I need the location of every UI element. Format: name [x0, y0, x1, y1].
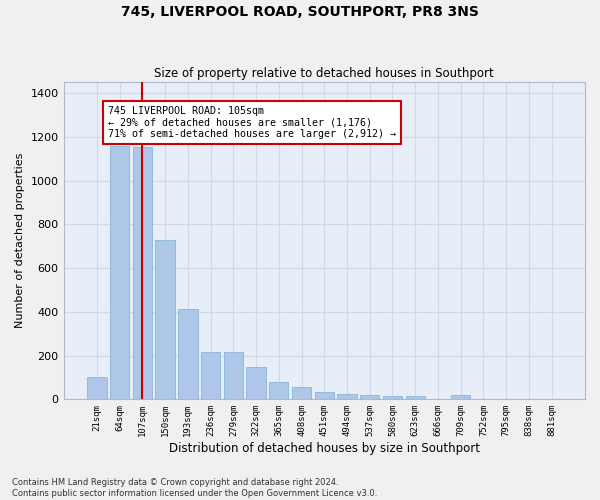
Bar	[110, 146, 130, 400]
Bar	[155, 240, 175, 400]
Bar	[383, 396, 402, 400]
Bar	[360, 395, 379, 400]
Bar	[406, 396, 425, 400]
Bar	[133, 146, 152, 400]
Text: 745, LIVERPOOL ROAD, SOUTHPORT, PR8 3NS: 745, LIVERPOOL ROAD, SOUTHPORT, PR8 3NS	[121, 5, 479, 19]
X-axis label: Distribution of detached houses by size in Southport: Distribution of detached houses by size …	[169, 442, 480, 455]
Text: 745 LIVERPOOL ROAD: 105sqm
← 29% of detached houses are smaller (1,176)
71% of s: 745 LIVERPOOL ROAD: 105sqm ← 29% of deta…	[108, 106, 396, 140]
Bar	[314, 392, 334, 400]
Title: Size of property relative to detached houses in Southport: Size of property relative to detached ho…	[154, 66, 494, 80]
Bar	[201, 352, 220, 400]
Bar	[178, 308, 197, 400]
Bar	[247, 366, 266, 400]
Bar	[292, 388, 311, 400]
Bar	[451, 395, 470, 400]
Y-axis label: Number of detached properties: Number of detached properties	[15, 153, 25, 328]
Bar	[269, 382, 289, 400]
Bar	[337, 394, 356, 400]
Text: Contains HM Land Registry data © Crown copyright and database right 2024.
Contai: Contains HM Land Registry data © Crown c…	[12, 478, 377, 498]
Bar	[87, 377, 107, 400]
Bar	[224, 352, 243, 400]
